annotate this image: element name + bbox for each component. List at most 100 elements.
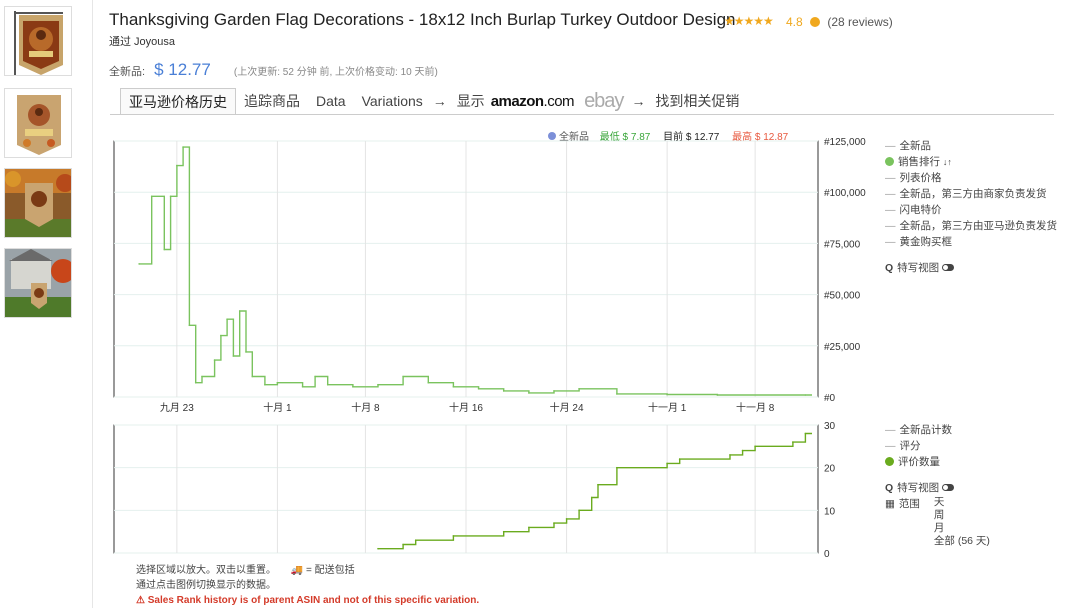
amazon-logo-text: amazon — [490, 93, 544, 110]
legend-label: 黄金购买框 — [899, 236, 953, 248]
data-point — [377, 547, 379, 550]
range-label: 范围 — [898, 498, 920, 510]
legend-item-review-count[interactable]: 评价数量 — [885, 454, 990, 470]
data-point — [245, 351, 247, 353]
data-point — [502, 530, 505, 533]
warning-icon: ⚠ — [136, 595, 145, 606]
amazon-logo-suffix: .com — [543, 93, 575, 110]
tab-data[interactable]: Data — [316, 93, 346, 109]
new-dot-icon — [548, 132, 556, 140]
legend-item-third-party-merchant[interactable]: — 全新品，第三方由商家负责发货 — [885, 188, 1047, 200]
closeup-label: 特写视图 — [897, 262, 940, 274]
data-point — [169, 195, 172, 198]
data-point — [238, 310, 241, 312]
y-tick-label: #50,000 — [824, 291, 861, 302]
y-tick-label: #25,000 — [824, 342, 861, 353]
sales-rank-line — [139, 146, 812, 396]
closeup-toggle-top[interactable]: Q 特写视图 — [885, 260, 1057, 276]
arrow-right-icon: → — [432, 93, 447, 109]
data-point — [251, 375, 254, 378]
toggle-icon[interactable] — [942, 484, 955, 491]
product-thumbnail[interactable] — [4, 248, 72, 318]
price-legend: 全新品 最低 $ 7.87 目前 $ 12.77 最高 $ 12.87 — [548, 128, 788, 143]
legend-label: 全新品，第三方由亚马逊负责发货 — [899, 220, 1058, 232]
data-point — [590, 496, 593, 499]
tab-price-history[interactable]: 亚马逊价格历史 — [120, 87, 236, 115]
legend-item-rating[interactable]: — 评分 — [885, 440, 921, 452]
data-point — [741, 449, 744, 452]
plot-area[interactable] — [113, 140, 819, 398]
product-thumbnail[interactable] — [4, 88, 72, 158]
y-tick-label: 30 — [824, 421, 836, 432]
chart-notes: 选择区域以放大。双击以重置。 🚚 = 配送包括 通过点击图例切换显示的数据。 ⚠… — [136, 563, 479, 608]
review-count-link[interactable]: (28 reviews) — [827, 15, 893, 29]
data-point — [276, 381, 279, 384]
data-point — [326, 383, 329, 386]
data-point — [804, 432, 807, 435]
side-legend-bottom: — 全新品计数 — 评分 评价数量 Q 特写视图 ▦ 范围 天 周 月 全部 (56 … — [885, 422, 990, 548]
zoom-hint: 选择区域以放大。双击以重置。 — [136, 565, 276, 576]
plot-area[interactable] — [113, 424, 819, 554]
data-point — [597, 483, 599, 486]
side-legend-top: — 全新品 销售排行 ↓↑ — 列表价格 — 全新品，第三方由商家负责发货 — 闪电特价… — [885, 138, 1057, 276]
legend-item-lightning-deal[interactable]: — 闪电特价 — [885, 204, 942, 216]
thumbnail-strip — [0, 0, 93, 608]
sales-rank-chart[interactable]: #125,000 #100,000 #75,000 #50,000 #25,000 #0 九… — [113, 137, 866, 414]
data-point — [528, 526, 530, 529]
range-week[interactable]: 周 — [933, 509, 945, 521]
data-point — [220, 334, 222, 337]
search-icon: Q — [885, 482, 894, 494]
legend-item-new[interactable]: — 全新品 — [885, 140, 931, 152]
data-point — [452, 386, 455, 388]
amazon-logo[interactable]: amazon.com — [487, 88, 578, 114]
data-point — [232, 355, 235, 357]
truck-icon: 🚚 — [290, 565, 304, 576]
range-month[interactable]: 月 — [933, 522, 945, 534]
flag-image-4 — [5, 249, 71, 317]
tab-track-product[interactable]: 追踪商品 — [244, 93, 300, 109]
review-dot-icon — [885, 457, 894, 466]
ebay-logo[interactable]: ebay — [578, 88, 629, 114]
closeup-toggle-bottom[interactable]: Q 特写视图 — [885, 480, 990, 496]
data-point — [402, 543, 404, 546]
review-count-chart[interactable]: 30 20 10 0 — [113, 421, 836, 560]
legend-label: 闪电特价 — [899, 204, 942, 216]
data-point — [201, 375, 203, 378]
price-label: 全新品: — [109, 66, 146, 78]
legend-label: 评分 — [899, 440, 921, 452]
product-thumbnail[interactable] — [4, 168, 72, 238]
data-point — [616, 466, 618, 469]
expand-circle-icon[interactable] — [810, 17, 821, 27]
legend-item-sales-rank[interactable]: 销售排行 ↓↑ — [885, 154, 1057, 170]
legend-label: 全新品，第三方由商家负责发货 — [899, 188, 1047, 200]
data-point — [352, 386, 354, 388]
legend-item-list-price[interactable]: — 列表价格 — [885, 172, 942, 184]
product-thumbnail[interactable] — [4, 6, 72, 76]
data-point — [452, 535, 455, 537]
data-point — [226, 318, 228, 321]
legend-highest: 最高 $ 12.87 — [732, 132, 789, 143]
legend-item-fba[interactable]: — 全新品，第三方由亚马逊负责发货 — [885, 220, 1058, 232]
legend-item-buybox[interactable]: — 黄金购买框 — [885, 236, 953, 248]
tab-variations[interactable]: Variations — [361, 93, 423, 109]
last-updated: (上次更新: 52 分钟 前, 上次价格变动: 10 天前) — [233, 67, 438, 78]
legend-lowest: 最低 $ 7.87 — [599, 132, 651, 143]
data-point — [616, 393, 618, 395]
x-tick-label: 十月 16 — [449, 401, 483, 414]
data-point — [314, 375, 316, 378]
rank-dot-icon — [885, 157, 894, 166]
legend-item-new-count[interactable]: — 全新品计数 — [885, 424, 952, 436]
data-point — [804, 394, 807, 396]
toggle-icon[interactable] — [942, 264, 955, 271]
sort-icon[interactable]: ↓↑ — [942, 157, 952, 167]
find-promotions-link[interactable]: 找到相关促销 — [655, 93, 740, 109]
range-day[interactable]: 天 — [933, 496, 945, 508]
data-point — [553, 390, 555, 392]
current-price: $ 12.77 — [154, 60, 211, 79]
search-icon: Q — [885, 262, 894, 274]
range-all[interactable]: 全部 (56 天) — [933, 535, 990, 547]
data-point — [528, 392, 530, 394]
legend-new[interactable]: 全新品 — [559, 132, 589, 143]
seller-name[interactable]: 通过 Joyousa — [109, 36, 176, 48]
tab-bar: 亚马逊价格历史 追踪商品 Data Variations → 显示 amazon… — [120, 87, 741, 115]
